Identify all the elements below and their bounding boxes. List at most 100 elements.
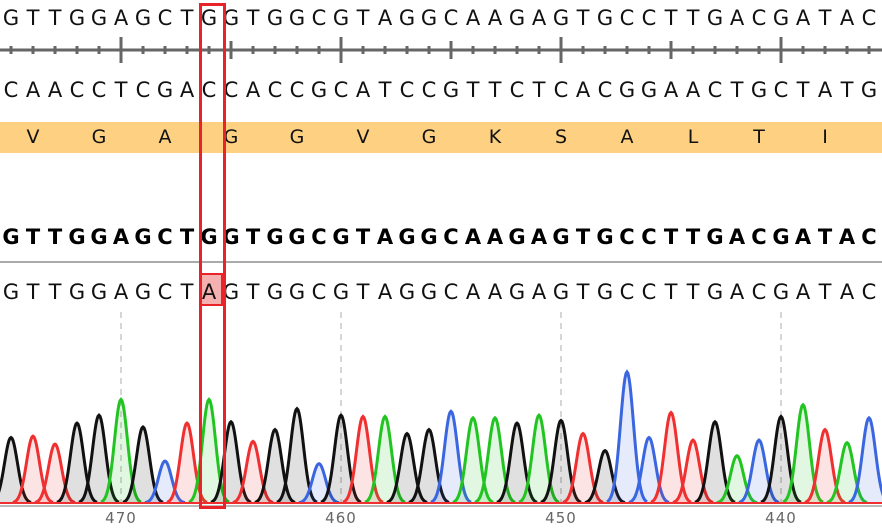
peak-G — [540, 418, 582, 504]
base: A — [531, 280, 547, 304]
base: A — [685, 78, 701, 102]
peak-A — [364, 414, 406, 504]
amino-acid: G — [421, 126, 437, 148]
base: T — [25, 225, 41, 249]
base: C — [135, 78, 151, 102]
base: T — [356, 6, 370, 30]
base: C — [861, 225, 877, 249]
peak-A — [716, 454, 758, 505]
base: G — [266, 6, 284, 30]
base: C — [399, 78, 415, 102]
base: A — [486, 225, 504, 249]
base: G — [706, 280, 724, 304]
base: G — [750, 78, 768, 102]
base: A — [663, 78, 679, 102]
amino-acid: K — [488, 126, 502, 148]
base: G — [68, 280, 86, 304]
base: G — [68, 225, 86, 249]
peak-G — [0, 435, 32, 504]
base: G — [222, 225, 240, 249]
base: C — [641, 225, 657, 249]
peak-T — [12, 434, 54, 504]
base: A — [794, 225, 812, 249]
base: G — [134, 6, 152, 30]
base: A — [464, 225, 482, 249]
peak-T — [34, 442, 76, 504]
base: G — [288, 280, 306, 304]
base: G — [266, 225, 284, 249]
base: C — [619, 225, 635, 249]
base: T — [488, 78, 502, 102]
base: C — [509, 78, 525, 102]
base: A — [838, 225, 856, 249]
base: T — [378, 78, 392, 102]
base: G — [398, 280, 416, 304]
base: A — [817, 78, 833, 102]
base: G — [442, 78, 460, 102]
base: G — [860, 78, 878, 102]
base: G — [288, 6, 306, 30]
axis-tick-label: 470 — [105, 509, 137, 527]
peak-G — [122, 424, 164, 504]
base: C — [773, 78, 789, 102]
base: A — [487, 280, 503, 304]
peak-C — [430, 409, 472, 504]
peak-T — [562, 431, 604, 504]
base: G — [706, 225, 724, 249]
base: A — [465, 280, 481, 304]
base: T — [26, 280, 40, 304]
base: T — [356, 280, 370, 304]
base: A — [179, 78, 195, 102]
peak-G — [78, 412, 120, 504]
base: T — [818, 6, 832, 30]
base: T — [355, 225, 371, 249]
base: C — [333, 78, 349, 102]
base: C — [443, 280, 459, 304]
base: T — [575, 225, 591, 249]
base: A — [355, 78, 371, 102]
base: A — [113, 6, 129, 30]
axis-tick-label: 440 — [765, 509, 797, 527]
base: T — [818, 280, 832, 304]
base: A — [795, 280, 811, 304]
base: G — [420, 6, 438, 30]
base: T — [26, 6, 40, 30]
base: G — [508, 6, 526, 30]
peak-C — [738, 438, 780, 504]
base: A — [245, 78, 261, 102]
base: G — [266, 280, 284, 304]
amino-acid: G — [223, 126, 239, 148]
base: A — [531, 6, 547, 30]
base: G — [596, 6, 614, 30]
base: A — [839, 280, 855, 304]
selected-column-box[interactable] — [199, 3, 226, 509]
base: T — [576, 280, 590, 304]
amino-acid: V — [356, 126, 370, 148]
mismatch-highlight[interactable] — [199, 273, 223, 306]
base: C — [443, 225, 459, 249]
base: T — [686, 280, 700, 304]
base: T — [796, 78, 810, 102]
base: G — [420, 225, 438, 249]
base: G — [310, 78, 328, 102]
base: C — [223, 78, 239, 102]
base: T — [180, 280, 194, 304]
peak-G — [496, 421, 538, 504]
base: G — [398, 6, 416, 30]
peak-G — [254, 427, 296, 504]
base: T — [576, 6, 590, 30]
base: A — [728, 225, 746, 249]
peak-A — [452, 415, 494, 504]
amino-acid: A — [620, 126, 634, 148]
base: G — [222, 280, 240, 304]
peak-C — [606, 369, 648, 504]
base: G — [640, 78, 658, 102]
base: A — [729, 6, 745, 30]
base: A — [530, 225, 548, 249]
base: A — [25, 78, 41, 102]
amino-acid: G — [91, 126, 107, 148]
peak-C — [848, 415, 882, 504]
peak-C — [144, 459, 186, 505]
